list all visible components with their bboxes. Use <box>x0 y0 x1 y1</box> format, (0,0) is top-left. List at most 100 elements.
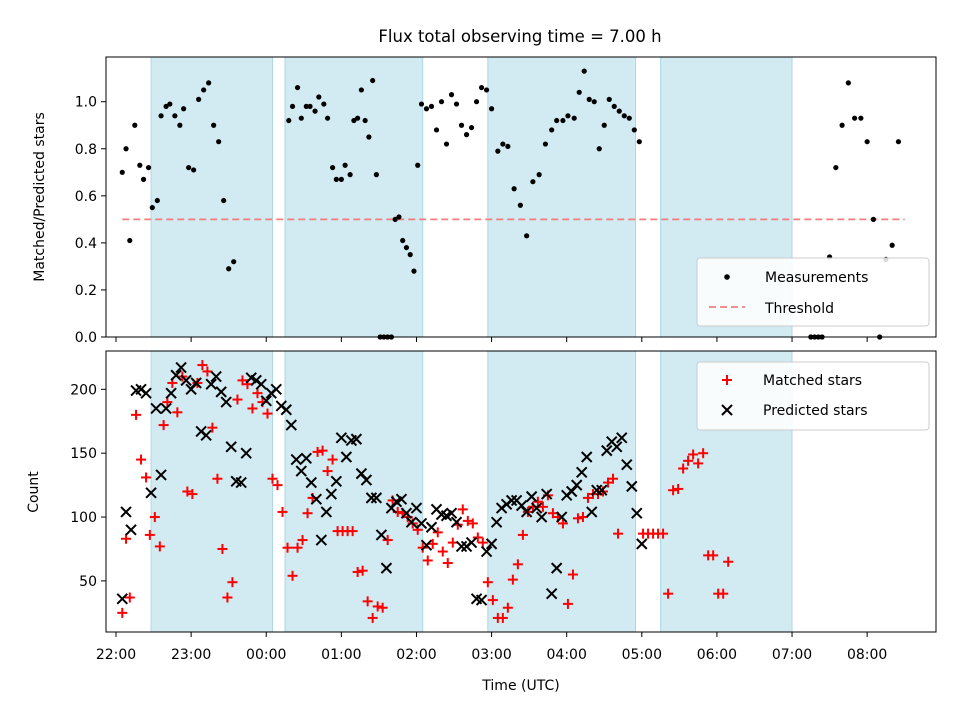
predicted-star-point <box>305 476 318 489</box>
x-tick-label: 04:00 <box>547 647 587 663</box>
chart-title: Flux total observing time = 7.00 h <box>378 27 661 46</box>
matched-star-point <box>202 366 213 377</box>
measurement-point <box>221 197 227 204</box>
top-x-ticks <box>115 337 868 342</box>
predicted-star-point <box>530 502 543 514</box>
x-axis-label: Time (UTC) <box>481 678 559 694</box>
x-tick-label: 00:00 <box>246 647 286 663</box>
y-tick-label: 1.0 <box>75 95 97 111</box>
x-tick-label: 06:00 <box>697 647 737 663</box>
matched-star-point <box>372 601 383 612</box>
measurement-point <box>127 237 133 244</box>
matched-star-point <box>472 532 483 543</box>
matched-star-point <box>708 550 719 561</box>
predicted-star-point <box>325 488 338 500</box>
x-tick-label: 07:00 <box>772 647 812 663</box>
matched-star-point <box>447 537 458 548</box>
measurement-point <box>351 117 357 124</box>
measurement-point <box>448 92 455 98</box>
matched-star-point <box>608 473 619 484</box>
measurement-point <box>473 99 480 105</box>
legend-matched-label: Matched stars <box>763 373 862 389</box>
predicted-star-point <box>621 458 633 471</box>
top-legend: Measurements Threshold <box>696 257 930 327</box>
measurement-point <box>347 172 353 178</box>
measurement-point <box>596 146 602 152</box>
matched-star-point <box>207 422 218 433</box>
measurement-point <box>870 216 877 222</box>
shaded-interval <box>284 56 424 338</box>
predicted-star-point <box>340 451 353 463</box>
matched-star-point <box>222 592 233 603</box>
measurement-point <box>324 115 331 121</box>
measurement-point <box>294 84 301 91</box>
predicted-star-point <box>270 383 282 396</box>
predicted-star-point <box>480 545 493 558</box>
legend-cross <box>721 404 733 416</box>
matched-star-point <box>517 529 528 540</box>
matched-stars-series <box>117 360 734 623</box>
matched-star-point <box>497 612 508 623</box>
matched-star-point <box>673 483 684 494</box>
y-tick-label: 0.0 <box>75 330 97 346</box>
matched-star-point <box>197 360 208 371</box>
matched-star-point <box>663 588 674 599</box>
predicted-star-point <box>200 429 212 442</box>
predicted-star-point <box>320 506 333 518</box>
y-tick-label: 50 <box>79 574 97 590</box>
matched-star-point <box>698 448 709 459</box>
matched-star-point <box>131 409 142 420</box>
predicted-star-point <box>350 433 363 445</box>
measurement-point <box>428 103 435 110</box>
top-shaded-intervals <box>150 56 793 338</box>
matched-star-point <box>232 394 243 405</box>
legend-matched-marker <box>722 375 732 385</box>
predicted-star-point <box>165 387 177 399</box>
matched-star-point <box>512 559 523 570</box>
measurement-point <box>211 122 217 128</box>
matched-star-point <box>302 508 313 519</box>
measurement-point <box>140 176 147 182</box>
matched-star-point <box>162 397 173 408</box>
measurement-point <box>226 266 232 272</box>
matched-star-point <box>683 455 694 466</box>
predicted-star-point <box>540 488 553 500</box>
predicted-star-point <box>425 521 438 533</box>
measurement-point <box>631 127 637 133</box>
predicted-star-point <box>380 562 393 574</box>
measurement-point <box>505 143 511 150</box>
matched-star-point <box>442 558 453 569</box>
measurement-point <box>158 113 164 119</box>
shaded-interval <box>487 56 637 338</box>
predicted-star-point <box>395 493 408 505</box>
predicted-star-point <box>550 562 563 574</box>
measurement-point <box>864 139 870 145</box>
y-tick-label: 200 <box>70 382 97 398</box>
measurement-point <box>316 94 322 100</box>
matched-star-point <box>678 463 689 474</box>
top-axes-frame <box>105 56 937 338</box>
measurement-point <box>889 242 895 248</box>
matched-star-point <box>312 446 323 457</box>
measurement-point <box>495 148 501 154</box>
predicted-star-point <box>420 539 433 551</box>
legend-measurements-marker <box>724 274 730 280</box>
matched-star-point <box>502 602 513 613</box>
measurement-point <box>298 115 304 121</box>
measurement-point <box>286 117 292 124</box>
matched-star-point <box>282 542 293 553</box>
matched-star-point <box>577 512 588 523</box>
measurement-point <box>500 141 506 147</box>
measurement-point <box>483 87 490 93</box>
predicted-star-point <box>116 593 128 605</box>
predicted-star-point <box>240 447 252 459</box>
measurement-point <box>530 179 536 185</box>
matched-star-point <box>187 489 198 500</box>
predicted-star-point <box>490 516 503 528</box>
matched-star-point <box>154 541 165 552</box>
measurement-point <box>355 115 361 121</box>
top-y-label: Matched/Predicted stars <box>32 112 48 282</box>
x-tick-label: 23:00 <box>171 647 211 663</box>
matched-star-point <box>272 480 283 491</box>
